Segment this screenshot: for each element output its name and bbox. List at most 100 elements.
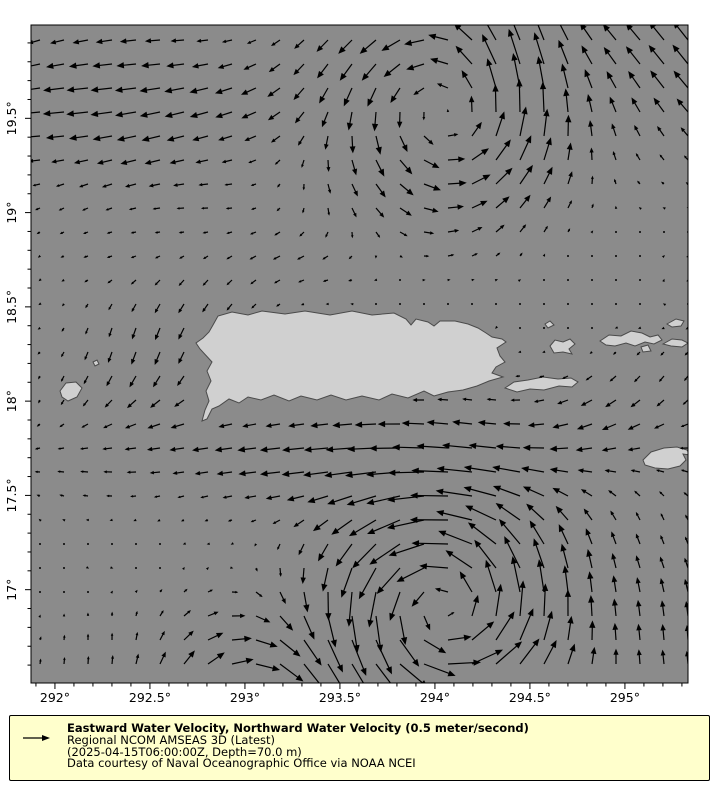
velocity-arrow	[526, 503, 545, 521]
velocity-arrow	[224, 183, 233, 186]
velocity-arrow	[409, 516, 449, 523]
velocity-arrow	[83, 255, 89, 258]
velocity-arrow	[399, 135, 408, 153]
velocity-arrow	[471, 148, 489, 161]
velocity-arrow	[274, 159, 281, 165]
velocity-arrow	[375, 183, 386, 198]
velocity-arrow	[536, 559, 545, 593]
velocity-arrow	[59, 231, 65, 235]
plot-border	[30, 24, 689, 684]
velocity-arrow	[567, 171, 573, 185]
legend-box: Eastward Water Velocity, Northward Water…	[9, 715, 710, 781]
velocity-arrow	[154, 255, 161, 259]
velocity-arrow	[543, 640, 557, 665]
island-northeast-sliver	[666, 318, 685, 328]
velocity-arrow	[298, 543, 305, 556]
velocity-arrow	[255, 615, 271, 623]
velocity-arrow	[106, 375, 113, 387]
velocity-arrow	[303, 663, 320, 683]
velocity-arrow	[244, 135, 257, 141]
island-st-croix	[642, 446, 688, 470]
velocity-arrow	[586, 549, 593, 569]
velocity-arrow	[169, 446, 185, 452]
velocity-arrow	[87, 591, 89, 593]
velocity-arrow	[198, 183, 209, 187]
velocity-arrow	[367, 519, 401, 535]
velocity-arrow	[216, 470, 233, 476]
velocity-arrow	[36, 231, 41, 235]
velocity-arrow	[164, 111, 185, 118]
velocity-arrow	[396, 111, 403, 129]
velocity-arrow	[183, 588, 188, 593]
velocity-arrow	[672, 44, 688, 65]
velocity-arrow	[543, 166, 553, 185]
velocity-arrow	[110, 566, 114, 569]
velocity-arrow	[533, 32, 545, 65]
velocity-arrow	[350, 231, 354, 239]
velocity-arrow	[567, 200, 572, 209]
velocity-arrow	[461, 70, 473, 89]
velocity-arrow	[499, 519, 521, 545]
velocity-arrow	[447, 612, 455, 617]
velocity-arrow	[611, 598, 618, 617]
axis-ticks	[25, 42, 683, 689]
velocity-arrow	[615, 255, 617, 257]
legend-title: Eastward Water Velocity, Northward Water…	[67, 721, 529, 735]
velocity-arrow	[340, 567, 353, 598]
y-axis-tick-label: 18.5°	[4, 290, 19, 324]
velocity-arrow	[332, 421, 353, 429]
velocity-arrow	[101, 183, 113, 188]
velocity-arrow	[558, 524, 569, 545]
velocity-arrow	[563, 88, 570, 113]
velocity-arrow	[654, 423, 665, 429]
velocity-arrow	[529, 520, 545, 545]
velocity-arrow	[106, 231, 113, 234]
velocity-arrow	[447, 156, 466, 163]
velocity-arrow	[410, 492, 449, 499]
velocity-arrow	[131, 303, 137, 313]
velocity-arrow	[249, 231, 257, 235]
y-axis-tick-label: 18°	[4, 390, 19, 412]
velocity-arrow	[38, 375, 41, 380]
velocity-arrow	[660, 513, 665, 521]
velocity-arrow	[61, 303, 65, 307]
velocity-arrow	[215, 111, 233, 119]
velocity-arrow	[495, 224, 505, 233]
velocity-arrow	[636, 599, 642, 617]
velocity-arrow	[116, 62, 137, 69]
velocity-arrow	[467, 522, 497, 545]
velocity-arrow	[307, 495, 329, 504]
velocity-arrow	[580, 25, 593, 41]
velocity-arrow	[154, 351, 161, 365]
velocity-arrow	[115, 111, 137, 118]
velocity-arrow	[634, 375, 641, 383]
velocity-arrow	[591, 203, 594, 209]
velocity-arrow	[401, 420, 425, 427]
velocity-arrow	[416, 443, 449, 450]
velocity-arrow	[471, 621, 495, 641]
velocity-arrow	[86, 633, 90, 641]
velocity-arrow	[519, 303, 521, 305]
velocity-arrow	[674, 25, 688, 41]
velocity-arrow	[348, 279, 353, 282]
velocity-arrow	[575, 446, 593, 453]
velocity-arrow	[543, 225, 548, 233]
y-axis-tick-label: 19°	[4, 202, 19, 224]
velocity-arrow	[583, 508, 593, 521]
velocity-arrow	[207, 632, 224, 641]
velocity-arrow	[139, 86, 161, 94]
velocity-arrow	[73, 159, 89, 165]
velocity-arrow	[96, 159, 113, 165]
velocity-arrow	[519, 252, 523, 257]
velocity-arrow	[176, 207, 185, 210]
velocity-arrow	[468, 442, 497, 450]
velocity-arrow	[189, 111, 209, 119]
velocity-arrow	[404, 39, 425, 46]
velocity-arrow	[322, 255, 329, 260]
velocity-arrow	[349, 135, 356, 154]
velocity-arrow	[152, 207, 161, 210]
velocity-arrow	[539, 81, 547, 113]
velocity-arrow	[135, 567, 137, 569]
velocity-arrow	[361, 63, 377, 81]
velocity-arrow	[63, 591, 65, 593]
